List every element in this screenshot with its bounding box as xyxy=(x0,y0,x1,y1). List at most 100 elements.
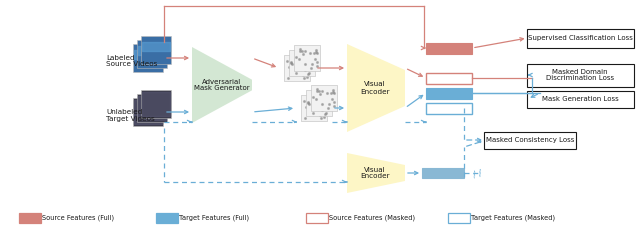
Point xyxy=(318,110,328,114)
Point xyxy=(324,93,334,96)
Point xyxy=(299,63,309,67)
Point xyxy=(292,57,302,60)
FancyBboxPatch shape xyxy=(484,131,576,148)
Point xyxy=(328,90,338,93)
Point xyxy=(317,112,327,115)
Point xyxy=(294,47,305,51)
FancyBboxPatch shape xyxy=(294,45,320,71)
Point xyxy=(315,99,325,103)
FancyBboxPatch shape xyxy=(527,90,634,107)
Point xyxy=(321,91,332,95)
Point xyxy=(310,57,320,61)
Point xyxy=(313,103,323,107)
Point xyxy=(311,48,321,52)
FancyBboxPatch shape xyxy=(527,63,634,87)
Point xyxy=(305,71,315,75)
Point xyxy=(291,55,301,59)
Point xyxy=(296,49,307,53)
FancyBboxPatch shape xyxy=(137,94,167,122)
Point xyxy=(296,63,307,67)
Text: Supervised Classification Loss: Supervised Classification Loss xyxy=(527,35,632,41)
Point xyxy=(292,51,302,55)
Point xyxy=(329,100,339,104)
Point xyxy=(319,112,330,116)
Point xyxy=(308,111,318,114)
Point xyxy=(316,117,326,120)
Point xyxy=(291,71,301,75)
Point xyxy=(323,107,333,110)
Point xyxy=(319,115,330,118)
Point xyxy=(299,76,309,80)
Point xyxy=(305,58,316,61)
Text: Visual
Encoder: Visual Encoder xyxy=(360,82,390,95)
Point xyxy=(300,99,310,103)
Point xyxy=(306,98,316,102)
Point xyxy=(289,59,300,62)
Point xyxy=(286,61,296,65)
Point xyxy=(312,91,323,95)
Point xyxy=(294,50,305,53)
Point xyxy=(310,50,321,54)
Point xyxy=(298,72,308,76)
Point xyxy=(308,91,319,95)
Point xyxy=(300,62,310,66)
Point xyxy=(301,105,311,109)
Point xyxy=(314,90,324,93)
Point xyxy=(312,87,322,91)
FancyBboxPatch shape xyxy=(422,168,464,178)
FancyBboxPatch shape xyxy=(141,90,171,118)
FancyBboxPatch shape xyxy=(133,98,163,126)
Text: Labeled
Source Videos: Labeled Source Videos xyxy=(106,55,157,68)
Text: Target Features (Masked): Target Features (Masked) xyxy=(471,215,555,221)
Point xyxy=(298,52,308,55)
Point xyxy=(295,51,305,55)
Point xyxy=(302,75,312,79)
Point xyxy=(321,111,332,115)
Point xyxy=(307,53,317,57)
Point xyxy=(298,60,308,63)
Text: Mask Generation Loss: Mask Generation Loss xyxy=(541,96,618,102)
Point xyxy=(284,65,294,69)
Point xyxy=(312,60,322,64)
Text: Unlabeled
Target Videos: Unlabeled Target Videos xyxy=(106,109,155,122)
Point xyxy=(303,103,313,107)
Point xyxy=(301,70,312,74)
Point xyxy=(317,102,327,106)
Point xyxy=(312,93,323,96)
Text: Masked Consistency Loss: Masked Consistency Loss xyxy=(486,137,574,143)
Point xyxy=(312,64,323,67)
Point xyxy=(308,52,319,55)
Point xyxy=(308,109,318,113)
Point xyxy=(324,102,334,106)
FancyBboxPatch shape xyxy=(426,73,472,84)
Polygon shape xyxy=(347,153,405,193)
FancyBboxPatch shape xyxy=(19,213,41,223)
FancyBboxPatch shape xyxy=(284,55,310,81)
Point xyxy=(316,103,326,107)
FancyBboxPatch shape xyxy=(527,28,634,47)
Point xyxy=(312,52,322,55)
FancyBboxPatch shape xyxy=(301,95,327,121)
Point xyxy=(298,73,308,77)
Point xyxy=(328,92,339,95)
Point xyxy=(286,63,296,67)
Point xyxy=(292,62,303,66)
Point xyxy=(315,112,325,116)
Point xyxy=(308,96,318,100)
Point xyxy=(291,69,301,73)
Point xyxy=(294,57,304,60)
Point xyxy=(293,65,303,69)
Polygon shape xyxy=(347,44,405,132)
Point xyxy=(306,67,316,70)
Text: / /: / / xyxy=(472,169,483,180)
Point xyxy=(300,49,310,53)
Point xyxy=(303,101,314,104)
Point xyxy=(316,92,326,95)
Point xyxy=(286,60,296,64)
Point xyxy=(324,93,334,97)
Point xyxy=(308,102,318,106)
Point xyxy=(295,71,305,75)
Point xyxy=(309,102,319,106)
Point xyxy=(300,69,310,72)
FancyBboxPatch shape xyxy=(306,90,332,116)
